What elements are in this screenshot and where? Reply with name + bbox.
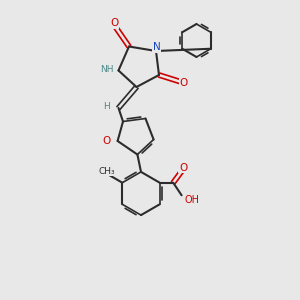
Text: O: O bbox=[179, 163, 187, 173]
Text: CH₃: CH₃ bbox=[98, 167, 115, 176]
Text: H: H bbox=[103, 102, 110, 111]
Text: O: O bbox=[179, 78, 188, 88]
Text: NH: NH bbox=[100, 64, 114, 74]
Text: N: N bbox=[153, 42, 160, 52]
Text: O: O bbox=[110, 18, 118, 28]
Text: O: O bbox=[103, 136, 111, 146]
Text: OH: OH bbox=[184, 195, 200, 205]
